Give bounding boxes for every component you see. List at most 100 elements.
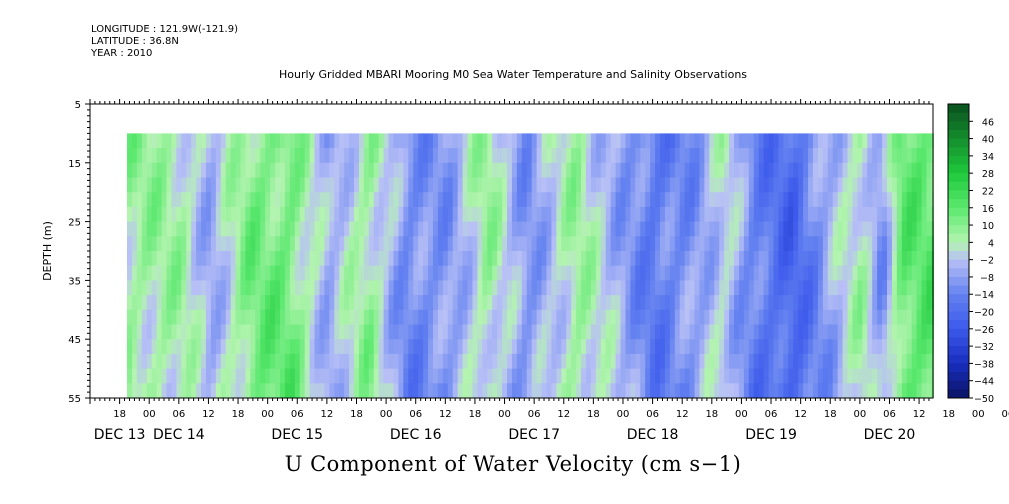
heatmap-cell — [615, 206, 622, 223]
heatmap-cell — [714, 221, 720, 237]
heatmap-cell — [901, 251, 908, 267]
heatmap-cell — [378, 324, 385, 340]
heatmap-cell — [664, 162, 671, 179]
heatmap-cell — [280, 133, 286, 149]
heatmap-cell — [507, 353, 513, 370]
heatmap-cell — [136, 324, 143, 340]
heatmap-cell — [492, 251, 498, 267]
heatmap-cell — [669, 309, 676, 326]
heatmap-cell — [398, 162, 404, 179]
heatmap-cell — [265, 221, 271, 237]
heatmap-cell — [502, 368, 508, 384]
colorbar-label: −14 — [974, 290, 994, 301]
heatmap-cell — [709, 133, 715, 149]
heatmap-cell — [901, 206, 908, 223]
heatmap-cell — [304, 162, 311, 179]
heatmap-cell — [339, 236, 345, 252]
heatmap-cell — [669, 206, 676, 223]
heatmap-cell — [428, 295, 434, 311]
heatmap-cell — [788, 339, 794, 355]
heatmap-cell — [502, 162, 508, 179]
heatmap-cell — [595, 309, 602, 326]
heatmap-cell — [156, 324, 163, 340]
heatmap-cell — [472, 295, 478, 311]
heatmap-cell — [906, 236, 913, 252]
heatmap-cell — [220, 192, 227, 208]
heatmap-cell — [862, 353, 868, 370]
heatmap-cell — [403, 339, 409, 355]
colorbar-label: −32 — [974, 342, 994, 353]
heatmap-cell — [205, 162, 212, 179]
heatmap-cell — [867, 221, 873, 237]
heatmap-cell — [916, 309, 923, 326]
heatmap-cell — [196, 162, 202, 179]
heatmap-cell — [349, 324, 355, 340]
heatmap-cell — [482, 353, 488, 370]
heatmap-cell — [215, 251, 222, 267]
heatmap-cell — [911, 265, 918, 281]
heatmap-cell — [131, 265, 138, 281]
heatmap-cell — [467, 133, 474, 149]
heatmap-cell — [812, 280, 819, 296]
heatmap-cell — [664, 192, 671, 208]
heatmap-cell — [344, 309, 350, 326]
heatmap-cell — [931, 353, 934, 370]
heatmap-cell — [171, 280, 177, 296]
heatmap-cell — [309, 339, 316, 355]
heatmap-cell — [689, 162, 696, 179]
colorbar-swatch — [948, 173, 969, 183]
heatmap-cell — [265, 148, 271, 164]
heatmap-cell — [462, 265, 469, 281]
heatmap-cell — [551, 309, 557, 326]
heatmap-cell — [447, 309, 454, 326]
heatmap-cell — [758, 251, 765, 267]
heatmap-cell — [793, 221, 799, 237]
heatmap-cell — [753, 324, 760, 340]
heatmap-cell — [758, 339, 765, 355]
heatmap-cell — [452, 148, 459, 164]
heatmap-cell — [181, 148, 187, 164]
heatmap-cell — [768, 353, 775, 370]
heatmap-cell — [265, 280, 271, 296]
x-hour-label: 18 — [469, 409, 482, 420]
heatmap-cell — [497, 309, 503, 326]
heatmap-cell — [304, 368, 311, 384]
heatmap-cell — [640, 221, 646, 237]
heatmap-cell — [734, 221, 740, 237]
heatmap-cell — [511, 383, 518, 398]
heatmap-cell — [210, 265, 217, 281]
heatmap-cell — [502, 265, 508, 281]
heatmap-cell — [684, 309, 691, 326]
heatmap-cell — [136, 148, 143, 164]
heatmap-cell — [734, 236, 740, 252]
heatmap-cell — [161, 368, 168, 384]
heatmap-cell — [798, 295, 804, 311]
heatmap-cell — [793, 192, 799, 208]
heatmap-cell — [413, 251, 419, 267]
heatmap-cell — [329, 309, 335, 326]
heatmap-cell — [383, 309, 390, 326]
heatmap-cell — [674, 251, 681, 267]
heatmap-cell — [191, 148, 197, 164]
heatmap-cell — [309, 236, 316, 252]
heatmap-cell — [674, 177, 681, 193]
heatmap-cell — [758, 368, 765, 384]
heatmap-cell — [408, 324, 414, 340]
heatmap-cell — [605, 221, 612, 237]
heatmap-cell — [862, 280, 868, 296]
heatmap-cell — [196, 251, 202, 267]
heatmap-cell — [215, 368, 222, 384]
heatmap-cell — [176, 206, 182, 223]
heatmap-cell — [131, 280, 138, 296]
heatmap-cell — [378, 280, 385, 296]
heatmap-cell — [230, 295, 237, 311]
heatmap-cell — [413, 324, 419, 340]
heatmap-cell — [699, 309, 705, 326]
heatmap-cell — [699, 251, 705, 267]
heatmap-cell — [521, 251, 528, 267]
heatmap-cell — [877, 162, 883, 179]
heatmap-cell — [240, 265, 247, 281]
heatmap-cell — [462, 353, 469, 370]
heatmap-cell — [127, 295, 133, 311]
heatmap-cell — [502, 177, 508, 193]
